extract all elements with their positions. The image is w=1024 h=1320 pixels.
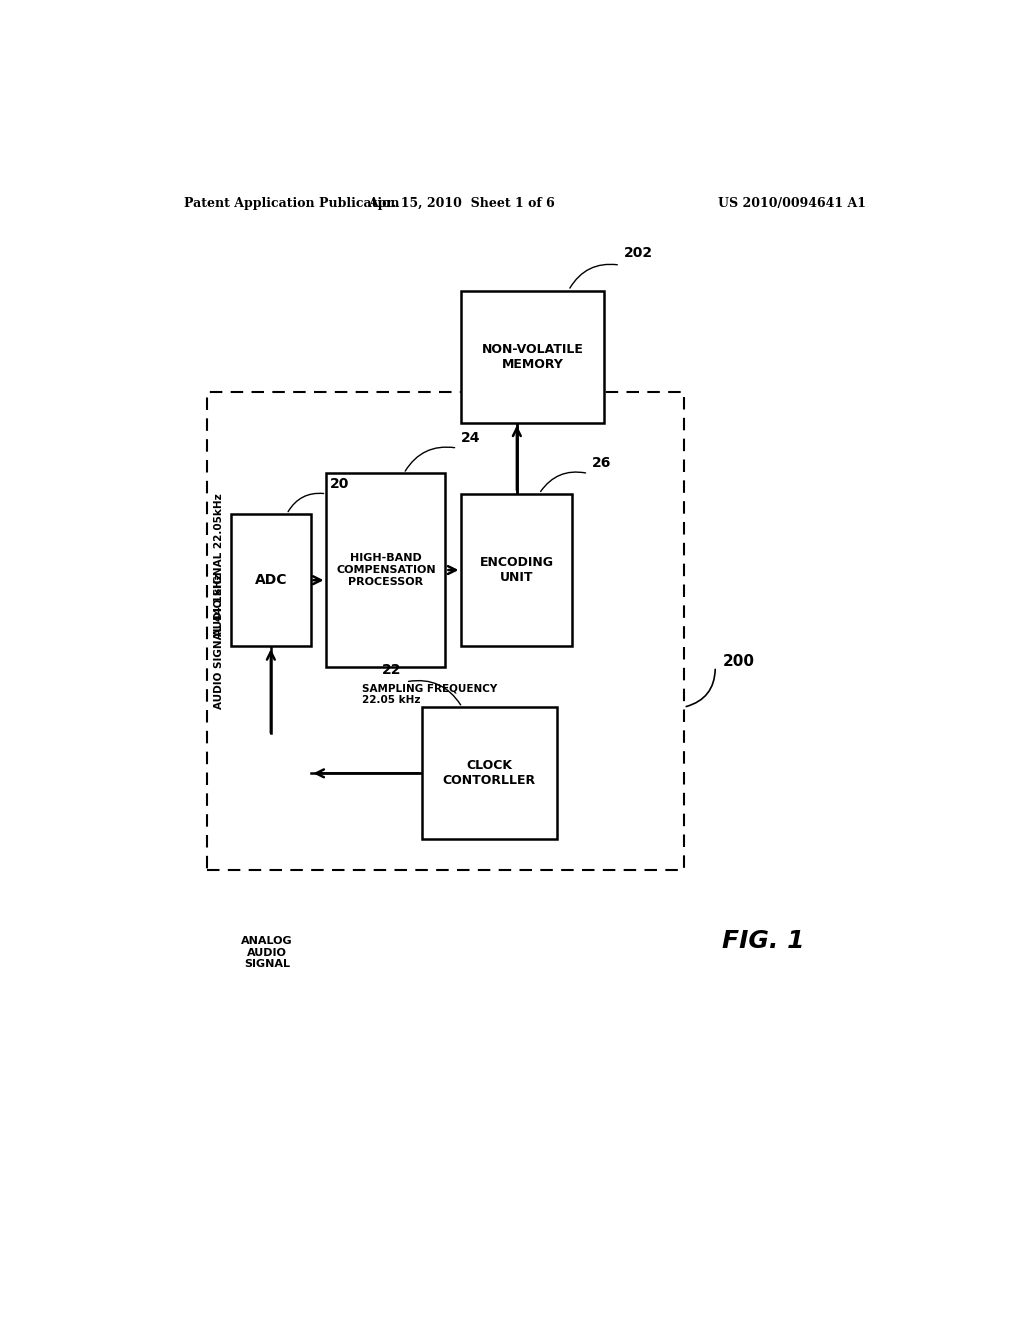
Text: US 2010/0094641 A1: US 2010/0094641 A1 bbox=[718, 197, 866, 210]
Text: AUDIO SIGNAL 44.1kHz: AUDIO SIGNAL 44.1kHz bbox=[214, 573, 224, 709]
Text: 22: 22 bbox=[382, 663, 401, 677]
Bar bbox=[422, 708, 557, 840]
Text: 202: 202 bbox=[624, 246, 653, 260]
Text: 24: 24 bbox=[462, 432, 481, 445]
Bar bbox=[461, 494, 572, 647]
Bar bbox=[327, 474, 445, 667]
Text: ADC: ADC bbox=[255, 573, 287, 587]
Bar bbox=[461, 290, 604, 422]
Text: 26: 26 bbox=[592, 457, 611, 470]
Text: ANALOG
AUDIO
SIGNAL: ANALOG AUDIO SIGNAL bbox=[241, 936, 293, 969]
Text: HIGH-BAND
COMPENSATION
PROCESSOR: HIGH-BAND COMPENSATION PROCESSOR bbox=[336, 553, 436, 586]
Bar bbox=[231, 515, 310, 647]
Text: Apr. 15, 2010  Sheet 1 of 6: Apr. 15, 2010 Sheet 1 of 6 bbox=[368, 197, 555, 210]
Text: 20: 20 bbox=[331, 477, 350, 491]
Text: Patent Application Publication: Patent Application Publication bbox=[183, 197, 399, 210]
Text: 200: 200 bbox=[723, 653, 756, 669]
Text: CLOCK
CONTORLLER: CLOCK CONTORLLER bbox=[442, 759, 536, 787]
Text: FIG. 1: FIG. 1 bbox=[722, 929, 804, 953]
Text: SAMPLING FREQUENCY
22.05 kHz: SAMPLING FREQUENCY 22.05 kHz bbox=[362, 684, 498, 705]
Bar bbox=[207, 392, 684, 870]
Text: AUDIO SIGNAL 22.05kHz: AUDIO SIGNAL 22.05kHz bbox=[214, 494, 224, 636]
Text: NON-VOLATILE
MEMORY: NON-VOLATILE MEMORY bbox=[482, 343, 584, 371]
Text: ENCODING
UNIT: ENCODING UNIT bbox=[480, 556, 554, 583]
